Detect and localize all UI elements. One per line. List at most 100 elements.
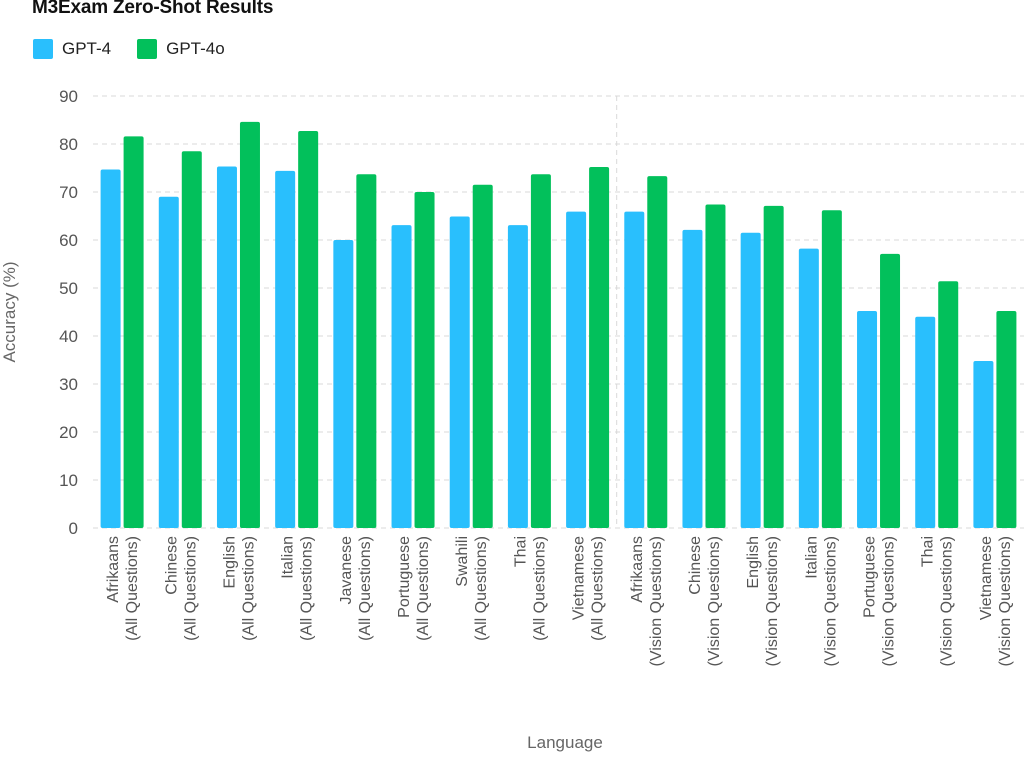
bar-gpt4o-10[interactable] [705, 204, 726, 529]
x-category-label-line2: (All Questions) [415, 536, 432, 641]
x-category-label: Thai (All Questions) [512, 536, 548, 641]
x-category-label-line2: (All Questions) [299, 536, 316, 641]
x-category-label: English (All Questions) [221, 536, 257, 641]
bar-gpt4-9[interactable] [624, 211, 645, 528]
bar-gpt4-1[interactable] [158, 196, 179, 529]
legend: GPT-4 GPT-4o [33, 39, 225, 59]
bar-gpt4-13[interactable] [857, 311, 878, 528]
bar-gpt4o-2[interactable] [239, 121, 260, 529]
y-axis-title: Accuracy (%) [0, 261, 19, 362]
bar-gpt4o-9[interactable] [647, 176, 668, 528]
y-tick-label: 30 [59, 375, 78, 394]
x-category-label-line1: Chinese [163, 536, 180, 595]
bar-gpt4o-15[interactable] [996, 311, 1017, 528]
x-category-label: Italian (Vision Questions) [803, 536, 839, 666]
y-tick-label: 70 [59, 183, 78, 202]
bar-gpt4-7[interactable] [507, 225, 528, 528]
bar-gpt4o-11[interactable] [763, 205, 784, 529]
legend-item-gpt4o[interactable]: GPT-4o [137, 39, 225, 59]
x-category-label-line1: Afrikaans [105, 536, 122, 603]
y-tick-label: 40 [59, 327, 78, 346]
bar-gpt4o-3[interactable] [298, 131, 319, 529]
bar-gpt4o-1[interactable] [181, 151, 202, 528]
x-category-label-line2: (Vision Questions) [939, 536, 956, 666]
y-tick-label: 50 [59, 279, 78, 298]
y-tick-label: 0 [69, 519, 78, 538]
x-category-label-line1: Thai [512, 536, 529, 567]
bar-gpt4-15[interactable] [973, 360, 994, 528]
x-category-label: Swahili (All Questions) [454, 536, 490, 641]
x-category-label: Portuguese (All Questions) [396, 536, 432, 641]
x-category-label-line2: (All Questions) [182, 536, 199, 641]
x-category-label-line1: Swahili [454, 536, 471, 587]
bar-gpt4-3[interactable] [275, 170, 296, 528]
x-category-label: Afrikaans (Vision Questions) [629, 536, 665, 666]
legend-label-gpt4: GPT-4 [62, 39, 112, 58]
x-category-label: Javanese (All Questions) [338, 536, 374, 641]
bar-gpt4o-0[interactable] [123, 136, 144, 528]
x-category-label: Italian (All Questions) [280, 536, 316, 641]
x-category-label-line2: (Vision Questions) [648, 536, 665, 666]
bar-gpt4-0[interactable] [100, 169, 121, 528]
bar-gpt4-12[interactable] [798, 248, 819, 528]
x-category-label-line2: (Vision Questions) [881, 536, 898, 666]
x-category-label-line2: (Vision Questions) [764, 536, 781, 666]
x-category-label-line2: (All Questions) [531, 536, 548, 641]
bar-gpt4-11[interactable] [740, 232, 761, 529]
bar-gpt4o-6[interactable] [472, 184, 493, 529]
x-axis-title: Language [527, 733, 603, 752]
x-category-label-line2: (All Questions) [124, 536, 141, 641]
x-category-label: English (Vision Questions) [745, 536, 781, 666]
bar-gpt4o-7[interactable] [530, 174, 551, 529]
x-category-label-line1: Afrikaans [629, 536, 646, 603]
x-category-label-line1: Italian [803, 536, 820, 579]
bar-gpt4-4[interactable] [333, 240, 354, 528]
x-category-label: Portuguese (Vision Questions) [862, 536, 898, 667]
bar-gpt4-5[interactable] [391, 225, 412, 528]
bar-gpt4-6[interactable] [449, 216, 470, 529]
x-category-label: Chinese (All Questions) [163, 536, 199, 641]
x-category-label-line1: Portuguese [862, 536, 879, 618]
x-category-label-line2: (Vision Questions) [997, 536, 1014, 666]
bar-gpt4o-4[interactable] [356, 174, 377, 529]
x-category-label: Vietnamese (All Questions) [571, 536, 607, 641]
y-tick-label: 20 [59, 423, 78, 442]
bar-gpt4o-5[interactable] [414, 192, 435, 528]
x-category-label-line1: Vietnamese [978, 536, 995, 620]
x-category-label-line2: (All Questions) [590, 536, 607, 641]
x-category-label-line1: English [745, 536, 762, 588]
x-category-label-line1: Vietnamese [571, 536, 588, 620]
y-tick-label: 10 [59, 471, 78, 490]
x-category-labels: Afrikaans (All Questions) Chinese (All Ques… [105, 536, 1014, 667]
y-tick-label: 60 [59, 231, 78, 250]
bar-gpt4o-14[interactable] [938, 281, 959, 528]
x-category-label: Chinese (Vision Questions) [687, 536, 723, 667]
x-category-label-line2: (All Questions) [473, 536, 490, 641]
bar-gpt4-14[interactable] [915, 316, 936, 528]
bar-gpt4o-8[interactable] [589, 167, 610, 529]
x-category-label-line1: Portuguese [396, 536, 413, 618]
bar-gpt4-10[interactable] [682, 229, 703, 529]
x-category-label-line2: (Vision Questions) [822, 536, 839, 666]
bar-gpt4-2[interactable] [216, 166, 237, 528]
x-category-label-line1: Chinese [687, 536, 704, 595]
legend-item-gpt4[interactable]: GPT-4 [33, 39, 111, 59]
y-tick-label: 80 [59, 135, 78, 154]
x-category-label-line2: (All Questions) [240, 536, 257, 641]
bar-gpt4o-13[interactable] [880, 253, 901, 529]
bars [100, 121, 1017, 529]
legend-swatch-gpt4o [137, 39, 158, 59]
x-category-label-line1: Italian [280, 536, 297, 579]
y-tick-label: 90 [59, 87, 78, 106]
y-ticks: 0 10 20 30 40 50 60 70 80 90 [59, 87, 78, 538]
bar-gpt4-8[interactable] [566, 211, 587, 528]
bar-gpt4o-12[interactable] [821, 210, 842, 529]
x-category-label: Afrikaans (All Questions) [105, 536, 141, 641]
x-category-label-line1: English [221, 536, 238, 588]
legend-swatch-gpt4 [33, 39, 53, 59]
x-category-label-line1: Thai [920, 536, 937, 567]
chart-title: M3Exam Zero-Shot Results [32, 0, 274, 18]
x-category-label: Thai (Vision Questions) [920, 536, 956, 666]
x-category-label: Vietnamese (Vision Questions) [978, 536, 1014, 667]
